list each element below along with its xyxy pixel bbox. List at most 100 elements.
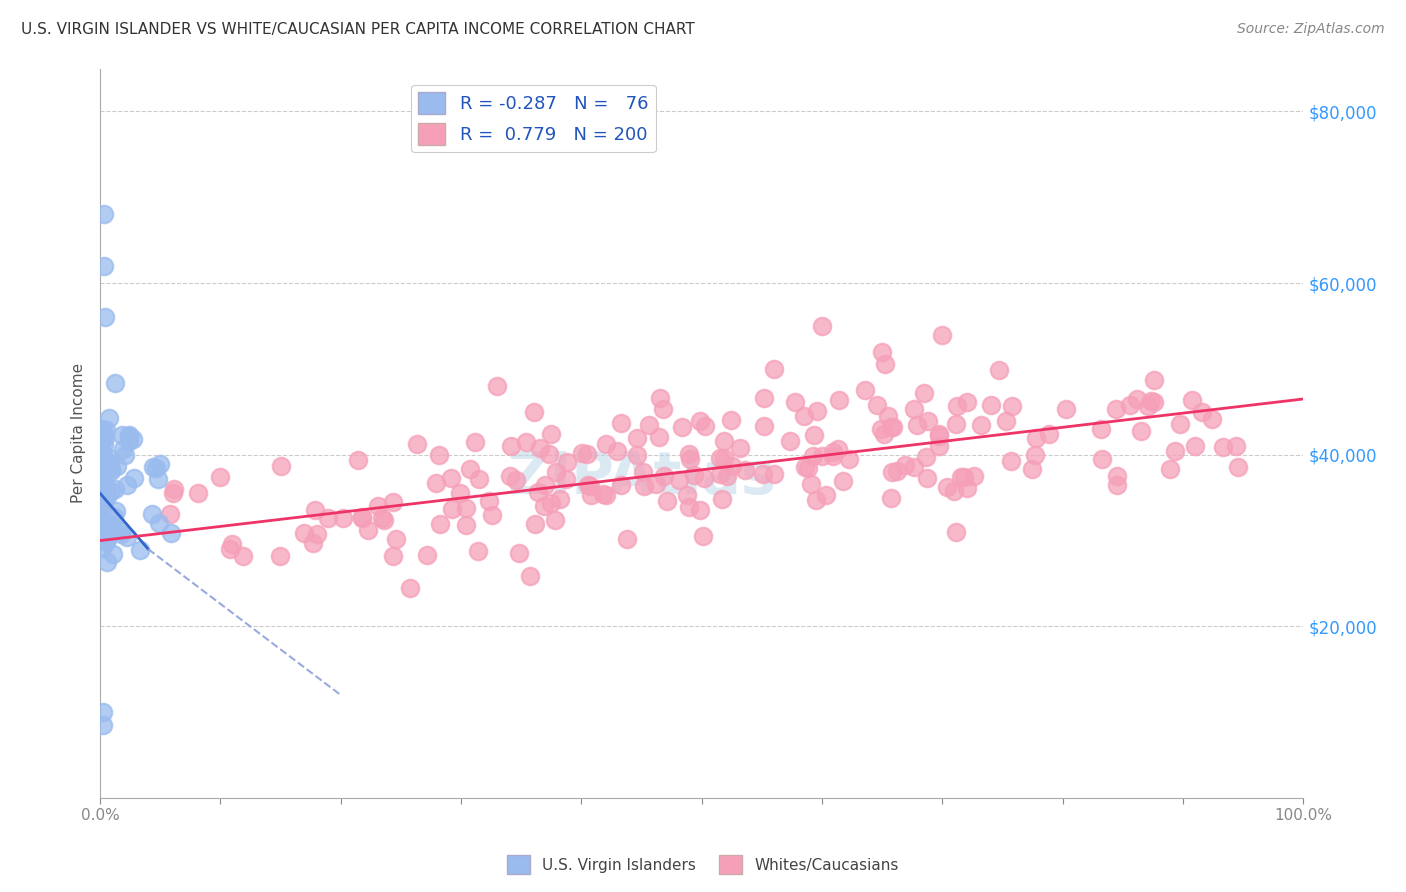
Point bbox=[1125, 392, 1147, 406]
Point bbox=[595, 437, 617, 451]
Point bbox=[91, 499, 114, 513]
Point bbox=[678, 500, 700, 515]
Point bbox=[638, 417, 661, 432]
Point bbox=[655, 494, 678, 508]
Point bbox=[905, 418, 928, 433]
Point bbox=[90, 475, 112, 489]
Point bbox=[90, 541, 112, 556]
Point bbox=[142, 460, 165, 475]
Point bbox=[679, 451, 702, 466]
Point bbox=[118, 434, 141, 448]
Point bbox=[838, 452, 860, 467]
Point bbox=[98, 450, 121, 465]
Point bbox=[1191, 405, 1213, 419]
Point bbox=[648, 430, 671, 444]
Point bbox=[945, 417, 967, 431]
Point bbox=[1143, 373, 1166, 387]
Point bbox=[1024, 448, 1046, 462]
Point bbox=[1170, 417, 1192, 431]
Point bbox=[953, 470, 976, 484]
Point bbox=[579, 488, 602, 502]
Point bbox=[524, 516, 547, 531]
Point bbox=[305, 527, 328, 541]
Point bbox=[980, 398, 1002, 412]
Point bbox=[557, 455, 579, 469]
Point bbox=[1159, 462, 1181, 476]
Point bbox=[221, 537, 243, 551]
Point bbox=[163, 483, 186, 497]
Point bbox=[93, 427, 115, 442]
Point bbox=[915, 471, 938, 485]
Point bbox=[1225, 440, 1247, 454]
Point bbox=[763, 362, 786, 376]
Point bbox=[301, 536, 323, 550]
Point bbox=[441, 501, 464, 516]
Point bbox=[880, 420, 903, 434]
Y-axis label: Per Capita Income: Per Capita Income bbox=[72, 363, 86, 503]
Point bbox=[231, 549, 253, 563]
Point bbox=[104, 376, 127, 391]
Point bbox=[94, 310, 117, 325]
Point bbox=[1201, 412, 1223, 426]
Point bbox=[734, 463, 756, 477]
Point bbox=[381, 495, 404, 509]
Point bbox=[97, 522, 120, 536]
Point bbox=[801, 449, 824, 463]
Point bbox=[101, 547, 124, 561]
Point bbox=[115, 478, 138, 492]
Point bbox=[515, 434, 537, 449]
Point bbox=[793, 460, 815, 475]
Point bbox=[571, 446, 593, 460]
Point bbox=[304, 503, 326, 517]
Point bbox=[115, 531, 138, 545]
Point bbox=[93, 515, 115, 529]
Point bbox=[1105, 401, 1128, 416]
Point bbox=[692, 471, 714, 485]
Point bbox=[332, 511, 354, 525]
Point bbox=[610, 417, 633, 431]
Point bbox=[995, 414, 1018, 428]
Point bbox=[633, 466, 655, 480]
Legend: R = -0.287   N =   76, R =  0.779   N = 200: R = -0.287 N = 76, R = 0.779 N = 200 bbox=[411, 85, 655, 153]
Point bbox=[405, 437, 427, 451]
Point bbox=[716, 468, 738, 483]
Point bbox=[160, 525, 183, 540]
Point bbox=[110, 524, 132, 538]
Point bbox=[811, 318, 834, 333]
Point bbox=[882, 420, 904, 434]
Point bbox=[610, 478, 633, 492]
Point bbox=[90, 498, 112, 512]
Point bbox=[91, 422, 114, 436]
Point bbox=[893, 458, 915, 472]
Point bbox=[90, 456, 112, 470]
Point bbox=[713, 434, 735, 448]
Point bbox=[534, 478, 557, 492]
Point bbox=[1164, 443, 1187, 458]
Point bbox=[633, 478, 655, 492]
Point bbox=[94, 484, 117, 499]
Point bbox=[762, 467, 785, 481]
Point bbox=[576, 447, 599, 461]
Point bbox=[875, 357, 897, 371]
Text: Source: ZipAtlas.com: Source: ZipAtlas.com bbox=[1237, 22, 1385, 37]
Point bbox=[464, 435, 486, 450]
Point bbox=[114, 448, 136, 462]
Point bbox=[626, 431, 648, 445]
Point bbox=[118, 429, 141, 443]
Point bbox=[454, 501, 477, 516]
Point bbox=[110, 527, 132, 541]
Point bbox=[946, 400, 969, 414]
Point bbox=[1107, 468, 1129, 483]
Point bbox=[1130, 424, 1153, 438]
Point bbox=[815, 488, 838, 502]
Point bbox=[903, 459, 925, 474]
Point bbox=[1227, 460, 1250, 475]
Point bbox=[626, 448, 648, 462]
Point bbox=[1140, 393, 1163, 408]
Point bbox=[468, 472, 491, 486]
Point bbox=[508, 546, 530, 560]
Point bbox=[148, 471, 170, 485]
Point bbox=[546, 466, 568, 480]
Point bbox=[870, 422, 893, 436]
Point bbox=[689, 503, 711, 517]
